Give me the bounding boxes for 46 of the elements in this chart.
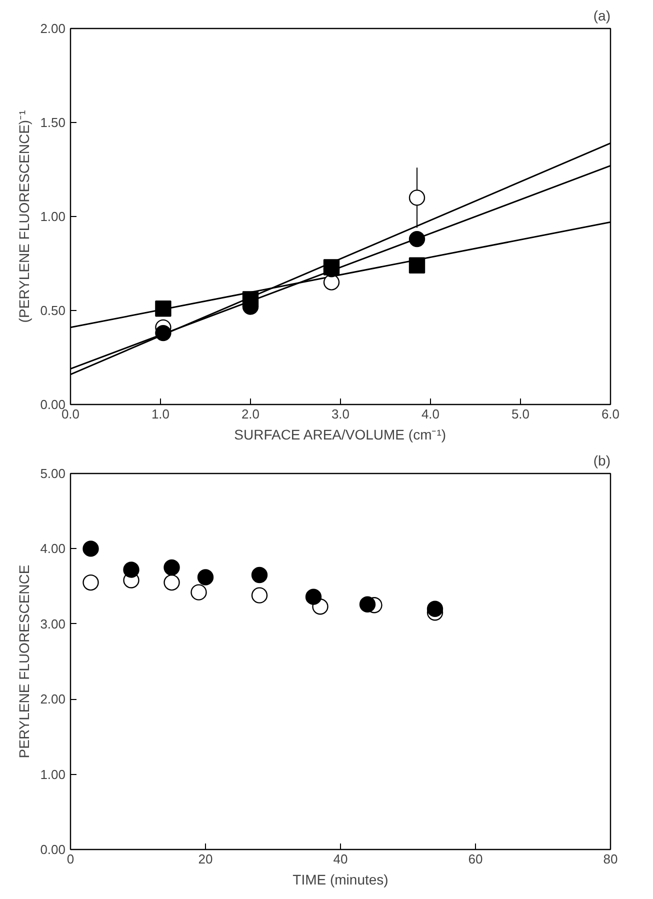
point <box>197 569 214 586</box>
text: (b) <box>593 452 611 468</box>
point <box>123 562 140 578</box>
y-axis-title: PERYLENE FLUORESCENCE <box>16 564 32 758</box>
y-tick-label: 2.00 <box>40 21 66 36</box>
y-tick-label: 1.00 <box>40 766 66 782</box>
point <box>242 291 259 308</box>
x-tick-label: 40 <box>333 852 348 866</box>
x-tick-label: 6.0 <box>601 406 620 422</box>
y-tick-label: 3.00 <box>40 616 66 632</box>
text: (a) <box>593 8 611 24</box>
point <box>164 574 180 591</box>
point <box>408 230 426 248</box>
y-axis-title: (PERYLENE FLUORESCENCE)⁻¹ <box>16 110 32 323</box>
x-tick-label: 5.0 <box>511 406 530 422</box>
point <box>164 559 180 576</box>
point <box>408 190 426 206</box>
point <box>82 574 99 591</box>
y-tick-label: 0.00 <box>40 842 66 857</box>
x-tick-label: 0 <box>66 852 74 866</box>
x-tick-label: 80 <box>603 852 618 866</box>
point <box>305 588 322 605</box>
x-tick-label: 4.0 <box>421 406 440 422</box>
x-tick-label: 3.0 <box>331 406 350 422</box>
point <box>155 300 172 317</box>
y-tick-label: 1.50 <box>40 115 66 130</box>
x-tick-label: 60 <box>468 852 483 866</box>
x-tick-label: 1.0 <box>151 406 170 422</box>
y-tick-label: 1.00 <box>40 209 66 224</box>
point <box>323 274 340 290</box>
point <box>359 596 376 612</box>
y-tick-label: 5.00 <box>40 466 66 481</box>
point <box>190 584 207 600</box>
point <box>155 324 172 342</box>
point <box>408 257 426 274</box>
point <box>426 600 444 617</box>
y-tick-label: 4.00 <box>40 541 66 556</box>
point <box>251 587 268 604</box>
x-tick-label: 20 <box>198 852 213 866</box>
x-tick-label: 2.0 <box>241 406 260 422</box>
y-tick-label: 0.50 <box>40 303 66 318</box>
point <box>251 566 268 584</box>
x-axis-title: TIME (minutes) <box>292 872 388 888</box>
point <box>82 540 99 557</box>
y-tick-label: 2.00 <box>40 692 66 707</box>
x-axis-title: SURFACE AREA/VOLUME (cm⁻¹) <box>234 426 446 442</box>
